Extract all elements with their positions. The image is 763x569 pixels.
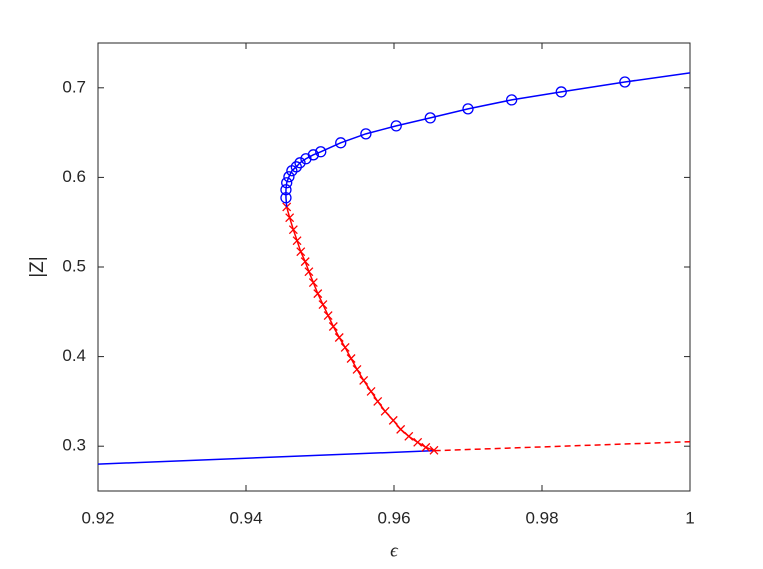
x-axis-label: ϵ xyxy=(390,540,399,561)
y-tick-label: 0.5 xyxy=(62,256,86,275)
circle-marker xyxy=(315,146,327,158)
circle-marker xyxy=(390,120,402,132)
x-marker xyxy=(404,431,414,441)
x-marker xyxy=(318,300,328,310)
series-line xyxy=(434,440,691,452)
x-marker xyxy=(323,311,333,321)
circle-marker xyxy=(294,157,306,169)
x-marker xyxy=(300,257,310,267)
x-marker xyxy=(429,445,439,455)
x-tick-label: 0.98 xyxy=(525,508,558,527)
x-marker xyxy=(373,396,383,406)
x-tick-label: 0.96 xyxy=(377,508,410,527)
x-marker xyxy=(340,343,350,352)
circle-marker xyxy=(335,137,347,149)
x-marker xyxy=(421,442,431,452)
circle-marker xyxy=(280,184,292,196)
x-marker xyxy=(380,406,390,416)
circle-marker xyxy=(360,128,372,140)
y-tick-label: 0.6 xyxy=(62,167,86,186)
y-tick-label: 0.3 xyxy=(62,436,86,455)
circle-marker xyxy=(280,192,292,204)
circle-marker xyxy=(506,94,518,106)
x-marker xyxy=(359,375,369,385)
x-marker xyxy=(288,225,298,235)
x-tick-label: 0.94 xyxy=(229,508,262,527)
y-tick-label: 0.7 xyxy=(62,77,86,96)
x-marker xyxy=(285,213,295,223)
x-marker xyxy=(328,322,338,331)
x-marker xyxy=(396,424,406,434)
circle-marker xyxy=(281,177,293,189)
x-marker xyxy=(296,247,306,257)
circle-marker xyxy=(555,86,567,98)
x-marker xyxy=(292,236,302,246)
x-marker xyxy=(334,333,344,342)
y-tick-label: 0.4 xyxy=(62,346,86,365)
x-tick-label: 1 xyxy=(685,508,694,527)
x-marker xyxy=(304,267,314,277)
circle-marker xyxy=(424,112,436,124)
series-line xyxy=(97,449,435,465)
y-axis-label: |Z| xyxy=(27,256,48,277)
x-tick-label: 0.92 xyxy=(81,508,114,527)
x-marker xyxy=(366,386,376,396)
x-marker xyxy=(352,364,362,374)
x-marker xyxy=(346,354,356,363)
circle-marker xyxy=(462,103,474,115)
x-marker xyxy=(308,278,318,288)
x-marker xyxy=(313,289,323,299)
circle-marker xyxy=(290,161,302,173)
x-marker xyxy=(388,415,398,425)
x-marker xyxy=(413,437,423,447)
circle-marker xyxy=(619,76,631,88)
circle-marker xyxy=(283,171,295,183)
circle-marker xyxy=(307,149,319,161)
